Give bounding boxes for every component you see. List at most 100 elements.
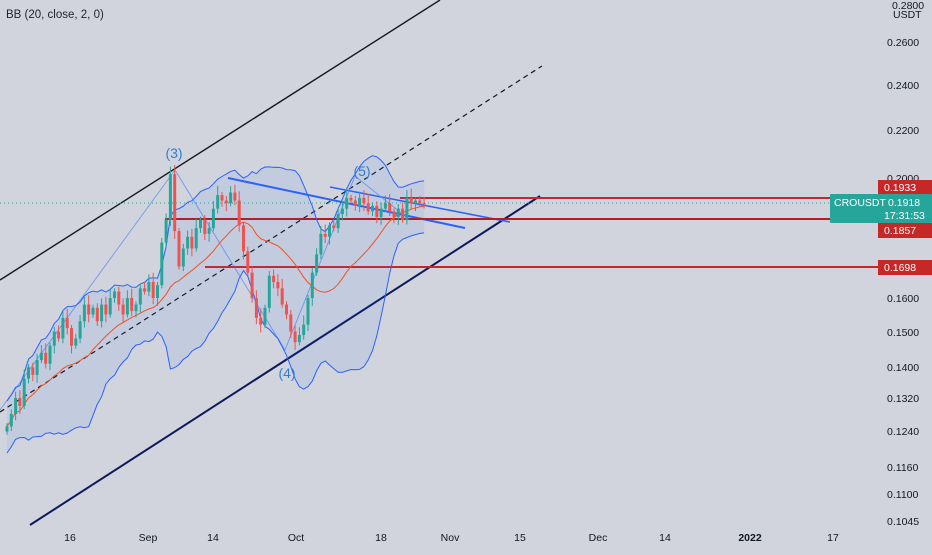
candle-body[interactable] (216, 195, 220, 209)
candle-body[interactable] (35, 360, 39, 375)
candle-body[interactable] (401, 208, 405, 220)
elliott-wave-path[interactable] (0, 169, 411, 411)
candle-body[interactable] (250, 272, 254, 298)
candle-body[interactable] (375, 205, 379, 217)
bb-lower-band[interactable] (6, 232, 425, 454)
candle-body[interactable] (199, 219, 202, 229)
candle-body[interactable] (138, 288, 142, 305)
candle-body[interactable] (173, 174, 177, 232)
candle-body[interactable] (177, 231, 181, 267)
candle-body[interactable] (82, 304, 86, 322)
candle-body[interactable] (229, 192, 233, 204)
candle-body[interactable] (52, 331, 56, 346)
candle-body[interactable] (121, 304, 125, 315)
candle-body[interactable] (211, 208, 215, 229)
candle-body[interactable] (371, 205, 374, 212)
candle-body[interactable] (22, 378, 26, 406)
bb-basis-line[interactable] (6, 205, 425, 427)
channel-mid-line[interactable] (0, 65, 543, 413)
candle-body[interactable] (362, 197, 366, 204)
candle-body[interactable] (263, 307, 267, 325)
candle-body[interactable] (181, 248, 185, 267)
bollinger-bands[interactable] (6, 155, 425, 454)
candle-body[interactable] (310, 272, 314, 298)
candle-body[interactable] (186, 236, 190, 249)
candle-body[interactable] (254, 298, 258, 318)
candle-body[interactable] (340, 208, 344, 215)
candle-body[interactable] (422, 203, 426, 205)
candle-body[interactable] (392, 211, 396, 217)
candle-body[interactable] (39, 352, 43, 361)
candle-body[interactable] (289, 314, 293, 332)
candle-body[interactable] (285, 304, 288, 315)
candle-body[interactable] (353, 200, 357, 206)
candle-body[interactable] (100, 304, 104, 322)
candle-body[interactable] (336, 214, 340, 229)
candle-body[interactable] (379, 208, 383, 217)
candle-body[interactable] (44, 352, 48, 364)
candle-body[interactable] (168, 174, 172, 220)
candle-body[interactable] (164, 219, 168, 243)
candle-body[interactable] (190, 236, 194, 249)
candle-body[interactable] (388, 203, 392, 212)
candle-body[interactable] (302, 324, 306, 336)
symbol-price-badge[interactable] (830, 194, 932, 223)
candle-body[interactable] (315, 254, 319, 273)
candle-body[interactable] (349, 197, 353, 201)
candle-body[interactable] (203, 219, 207, 234)
candle-body[interactable] (5, 426, 9, 432)
indicator-legend[interactable]: BB (20, close, 2, 0) (6, 9, 104, 21)
candle-body[interactable] (194, 228, 198, 249)
candle-body[interactable] (233, 192, 237, 201)
candle-body[interactable] (87, 304, 91, 315)
candle-body[interactable] (345, 197, 349, 209)
candle-body[interactable] (27, 367, 30, 379)
candle-body[interactable] (156, 285, 159, 298)
candle-body[interactable] (358, 197, 362, 206)
channel-lower-line[interactable] (29, 195, 541, 526)
candle-body[interactable] (224, 200, 228, 204)
candle-body[interactable] (297, 335, 301, 343)
candle-body[interactable] (246, 251, 250, 273)
candle-body[interactable] (267, 275, 271, 308)
candle-body[interactable] (328, 225, 331, 237)
candles[interactable] (5, 164, 426, 435)
price-axis[interactable]: 0.2800 USDT 0.2600 0.2400 0.2200 0.2000 … (887, 0, 924, 528)
candle-body[interactable] (74, 338, 78, 346)
candle-body[interactable] (61, 317, 65, 339)
candle-body[interactable] (293, 331, 297, 343)
candle-body[interactable] (143, 288, 147, 292)
candle-body[interactable] (409, 197, 413, 204)
candle-body[interactable] (14, 398, 18, 414)
candle-body[interactable] (280, 288, 284, 305)
candle-body[interactable] (160, 242, 164, 286)
candle-body[interactable] (48, 345, 52, 364)
candle-body[interactable] (323, 233, 327, 237)
candle-body[interactable] (125, 298, 129, 315)
candle-body[interactable] (95, 307, 99, 322)
candle-body[interactable] (418, 200, 422, 204)
candle-body[interactable] (319, 233, 323, 255)
candle-body[interactable] (31, 367, 35, 375)
candle-body[interactable] (242, 225, 245, 252)
candle-body[interactable] (9, 414, 13, 427)
candle-body[interactable] (18, 398, 22, 406)
channel-upper-line[interactable] (0, 0, 441, 281)
candle-body[interactable] (65, 317, 69, 329)
bb-upper-band[interactable] (6, 155, 425, 402)
candle-body[interactable] (332, 225, 336, 229)
candle-body[interactable] (78, 321, 82, 339)
candle-body[interactable] (306, 298, 310, 325)
candle-body[interactable] (130, 298, 134, 312)
candle-body[interactable] (220, 195, 224, 201)
candle-body[interactable] (207, 228, 211, 234)
candle-body[interactable] (91, 307, 95, 315)
candle-body[interactable] (396, 208, 400, 217)
candle-body[interactable] (259, 317, 263, 325)
candle-body[interactable] (104, 304, 108, 315)
candle-body[interactable] (113, 291, 116, 298)
candle-body[interactable] (237, 200, 241, 226)
candle-body[interactable] (405, 197, 409, 220)
